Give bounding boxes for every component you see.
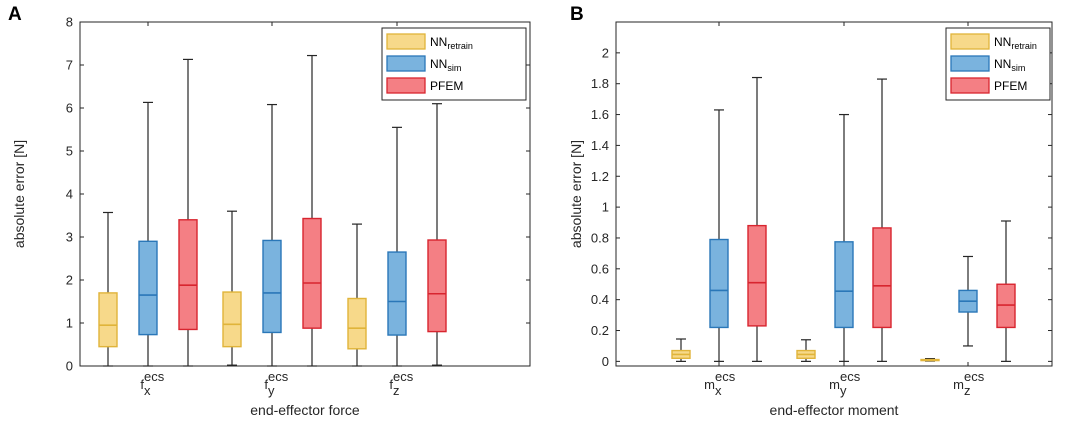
x-category-superscript: ecs <box>268 369 289 384</box>
y-axis-label: absolute error [N] <box>568 140 584 248</box>
box-iqr <box>98 292 118 348</box>
y-tick-label: 6 <box>66 101 73 116</box>
legend-label-subscript: retrain <box>1011 41 1037 51</box>
legend-swatch <box>950 55 990 72</box>
x-axis-label: end-effector force <box>250 402 360 418</box>
box-nn-retrain-3 <box>347 223 367 367</box>
x-category-superscript: ecs <box>144 369 165 384</box>
y-tick-label: 7 <box>66 58 73 73</box>
box-pfem-2 <box>302 54 322 367</box>
box-iqr <box>262 239 282 334</box>
y-tick-label: 2 <box>602 45 609 60</box>
box-nn-sim-3 <box>387 126 407 367</box>
x-category-subscript: y <box>840 383 847 398</box>
box-iqr <box>709 238 729 329</box>
legend-item-pfem: PFEM <box>950 77 1027 94</box>
y-tick-label: 3 <box>66 230 73 245</box>
y-tick-label: 4 <box>66 187 73 202</box>
legend-swatch <box>386 33 426 50</box>
panel-letter: B <box>570 4 584 25</box>
x-category-superscript: ecs <box>715 369 736 384</box>
legend-label-subscript: sim <box>1011 63 1025 73</box>
box-pfem-3 <box>427 103 447 366</box>
y-tick-label: 0.4 <box>591 292 609 307</box>
legend-label-subscript: sim <box>447 63 461 73</box>
y-tick-label: 1.8 <box>591 76 609 91</box>
box-iqr <box>834 241 854 329</box>
x-axis-label: end-effector moment <box>770 402 899 418</box>
x-category-subscript: y <box>268 383 275 398</box>
x-category-superscript: ecs <box>964 369 985 384</box>
box-nn-sim-3 <box>958 255 978 347</box>
box-iqr <box>222 291 242 348</box>
legend-swatch <box>386 77 426 94</box>
box-nn-retrain-2 <box>796 339 816 362</box>
box-iqr <box>747 224 767 327</box>
legend-label: PFEM <box>994 79 1027 93</box>
y-tick-label: 0.6 <box>591 261 609 276</box>
legend-swatch <box>950 33 990 50</box>
x-category-superscript: ecs <box>840 369 861 384</box>
legend-label-subscript: retrain <box>447 41 473 51</box>
y-tick-label: 0.8 <box>591 230 609 245</box>
legend-swatch <box>950 77 990 94</box>
x-category-label: m <box>953 377 964 392</box>
box-iqr <box>387 251 407 336</box>
legend-item-pfem: PFEM <box>386 77 463 94</box>
y-tick-label: 8 <box>66 15 73 30</box>
box-nn-retrain-2 <box>222 210 242 366</box>
box-nn-retrain-3 <box>920 357 940 362</box>
y-axis-label: absolute error [N] <box>11 140 27 248</box>
box-pfem-1 <box>747 76 767 362</box>
x-category-label: m <box>704 377 715 392</box>
y-tick-label: 2 <box>66 273 73 288</box>
y-tick-label: 1.2 <box>591 169 609 184</box>
box-iqr <box>178 219 198 331</box>
box-iqr <box>302 217 322 329</box>
box-iqr <box>138 240 158 336</box>
x-category-label: f <box>140 377 144 392</box>
box-iqr <box>347 297 367 350</box>
x-category-subscript: z <box>393 383 400 398</box>
box-pfem-2 <box>872 78 892 362</box>
legend-item-nn-sim: NNsim <box>386 55 461 73</box>
box-iqr <box>427 239 447 333</box>
box-nn-sim-2 <box>834 113 854 362</box>
y-tick-label: 1 <box>66 316 73 331</box>
box-nn-retrain-1 <box>671 338 691 362</box>
y-tick-label: 0.2 <box>591 323 609 338</box>
legend-swatch <box>386 55 426 72</box>
legend-label: PFEM <box>430 79 463 93</box>
box-nn-retrain-1 <box>98 211 118 367</box>
y-tick-label: 0 <box>602 354 609 369</box>
legend-item-nn-retrain: NNretrain <box>950 33 1037 51</box>
x-category-subscript: x <box>715 383 722 398</box>
box-pfem-1 <box>178 58 198 367</box>
x-category-subscript: x <box>144 383 151 398</box>
x-category-label: m <box>829 377 840 392</box>
y-tick-label: 1.4 <box>591 138 609 153</box>
y-tick-label: 1 <box>602 200 609 215</box>
box-nn-sim-1 <box>138 101 158 367</box>
y-tick-label: 0 <box>66 359 73 374</box>
box-pfem-3 <box>996 220 1016 362</box>
box-nn-sim-1 <box>709 109 729 362</box>
x-category-label: f <box>389 377 393 392</box>
box-nn-sim-2 <box>262 103 282 367</box>
panel-letter: A <box>8 4 22 25</box>
y-tick-label: 5 <box>66 144 73 159</box>
plot-area-frame <box>615 21 1053 367</box>
box-iqr <box>872 227 892 329</box>
y-tick-label: 1.6 <box>591 107 609 122</box>
x-category-label: f <box>264 377 268 392</box>
x-category-subscript: z <box>964 383 971 398</box>
x-category-superscript: ecs <box>393 369 414 384</box>
